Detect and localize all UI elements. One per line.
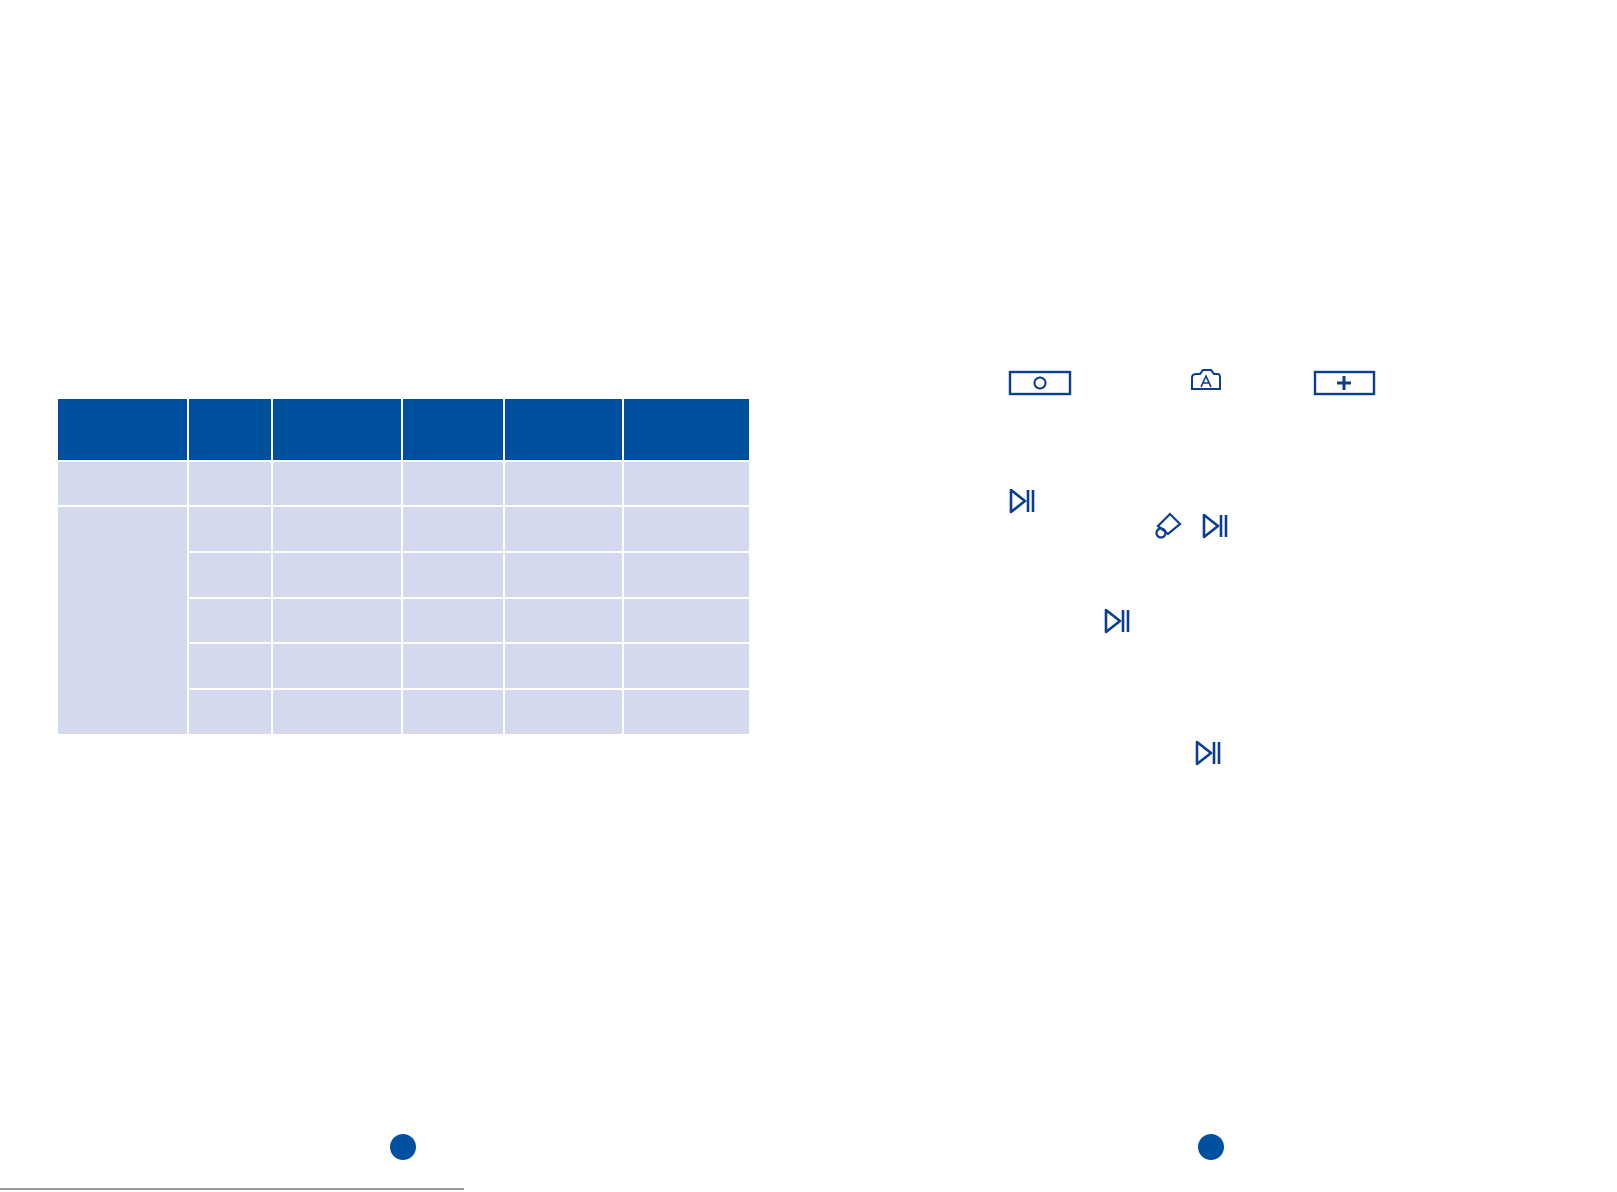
table (58, 399, 749, 734)
icon-plus-button (1313, 370, 1376, 396)
icon-auto-button (1008, 370, 1072, 396)
page-number-circle (390, 1134, 416, 1160)
icon-play-pause (1104, 608, 1130, 634)
icon-cloud-auto (1191, 369, 1221, 390)
table-header (58, 399, 749, 461)
table-grid (58, 399, 749, 734)
icon-play-pause (1195, 740, 1221, 766)
icon-play-pause (1202, 513, 1228, 539)
page-number-circle (1198, 1134, 1224, 1160)
icon-hand (1155, 512, 1182, 539)
icon-play-pause (1009, 488, 1035, 514)
